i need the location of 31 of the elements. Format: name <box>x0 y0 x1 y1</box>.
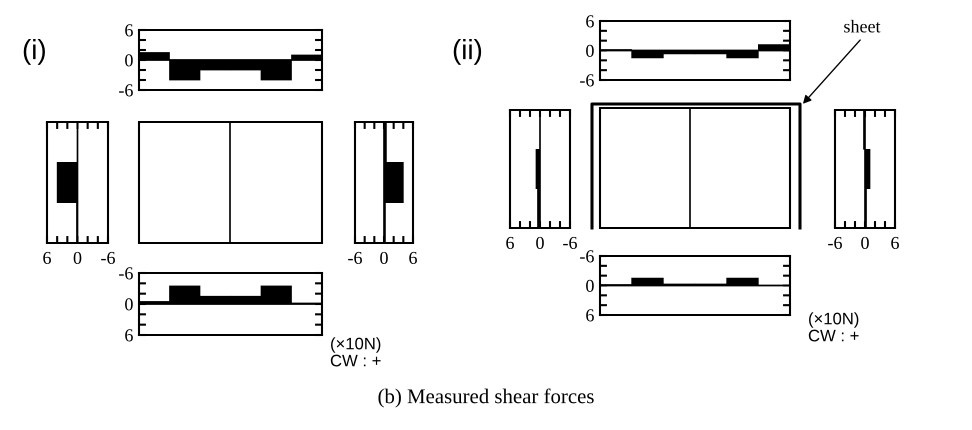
text: (ii) <box>454 39 482 65</box>
x-tick-label: 0 <box>74 252 82 264</box>
text: CW : + <box>330 354 381 366</box>
y-tick-label: 0 <box>125 54 133 66</box>
y-tick-label: 6 <box>586 15 594 28</box>
y-tick-label: 0 <box>586 44 594 57</box>
text: (b) Measured shear forces <box>378 388 594 408</box>
y-tick-label: 0 <box>586 280 594 292</box>
y-tick-label: 6 <box>125 329 133 342</box>
text: CW : + <box>808 330 859 342</box>
y-tick-label: -6 <box>580 74 594 86</box>
x-tick-label: 0 <box>380 252 388 264</box>
y-tick-label: 6 <box>586 309 594 322</box>
y-tick-label: 6 <box>125 24 133 36</box>
text: (×10N) <box>809 312 858 328</box>
text: (i) <box>24 39 45 65</box>
y-tick-label: -6 <box>119 267 133 280</box>
y-tick-label: 0 <box>125 298 133 310</box>
x-tick-label: 6 <box>506 236 514 250</box>
x-tick-label: 0 <box>861 236 869 250</box>
y-tick-label: -6 <box>119 84 133 96</box>
x-tick-label: -6 <box>101 252 115 264</box>
text: (×10N) <box>331 337 380 353</box>
x-tick-label: -6 <box>348 252 362 264</box>
x-tick-label: -6 <box>828 236 842 250</box>
x-tick-label: 6 <box>43 252 51 264</box>
x-tick-label: 6 <box>409 252 417 264</box>
x-tick-label: -6 <box>563 236 577 250</box>
text: sheet <box>844 20 880 33</box>
x-tick-label: 6 <box>891 236 899 250</box>
x-tick-label: 0 <box>536 236 544 250</box>
